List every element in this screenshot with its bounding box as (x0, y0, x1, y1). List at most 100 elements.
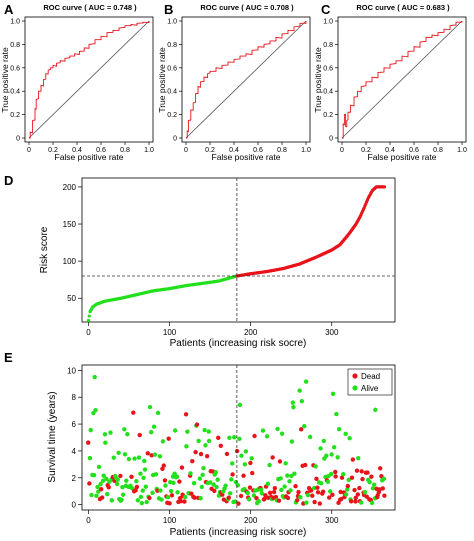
alive-point (259, 491, 265, 496)
risk-point (87, 314, 91, 318)
alive-point (102, 432, 108, 437)
roc-b-ylabel: True positive rate (157, 47, 167, 113)
alive-point (141, 475, 146, 480)
alive-point (371, 482, 377, 487)
alive-point (321, 438, 327, 444)
legend-alive-label: Alive (361, 384, 379, 393)
x-tick-label: 0.4 (385, 147, 395, 154)
dead-point (350, 457, 356, 462)
alive-point (304, 500, 309, 505)
dead-point (349, 499, 354, 504)
dead-point (149, 453, 154, 458)
dead-point (303, 462, 308, 468)
panel-e: E 0 100 200 300 0 2 4 6 8 10 Patients (increasing… (4, 350, 396, 538)
alive-point (125, 432, 130, 437)
dead-point (178, 498, 184, 504)
x-tick-label: 300 (325, 328, 339, 337)
alive-point (325, 479, 331, 485)
alive-point (174, 474, 180, 479)
alive-point (330, 391, 336, 397)
alive-point (298, 495, 303, 500)
alive-point (305, 492, 311, 498)
alive-point (329, 471, 334, 477)
x-tick-label: 0.8 (433, 147, 443, 154)
alive-point (184, 444, 189, 449)
alive-point (122, 427, 127, 432)
dead-point (333, 469, 338, 475)
alive-point (367, 479, 372, 485)
y-tick-label: 4 (72, 447, 77, 456)
alive-point (239, 453, 244, 458)
alive-point (229, 477, 234, 482)
alive-point (259, 487, 264, 492)
survival-legend: Dead Alive (347, 368, 393, 396)
alive-point (370, 486, 376, 491)
alive-point (134, 478, 139, 484)
dead-point (314, 476, 319, 482)
diagonal-reference-line (185, 20, 307, 139)
x-tick-label: 1.0 (457, 147, 467, 154)
alive-point (279, 487, 284, 493)
alive-point (297, 388, 302, 393)
y-tick-label: 0.6 (10, 65, 20, 72)
alive-point (139, 500, 145, 506)
x-tick-label: 0 (86, 516, 91, 525)
alive-point (165, 494, 171, 500)
y-tick-label: 0.2 (167, 112, 177, 119)
dead-point (182, 499, 187, 504)
alive-point (307, 434, 313, 440)
alive-point (111, 455, 116, 460)
alive-point (147, 404, 153, 410)
alive-point (291, 404, 296, 410)
alive-point (265, 481, 271, 487)
alive-point (153, 472, 159, 477)
alive-point (356, 455, 361, 461)
x-tick-label: 0.6 (253, 147, 263, 154)
alive-point (283, 461, 288, 466)
alive-point (168, 480, 173, 485)
dead-point (248, 460, 253, 466)
y-tick-label: 150 (63, 220, 77, 229)
dead-point (167, 501, 172, 506)
legend-dead-marker (352, 373, 358, 379)
alive-point (199, 484, 205, 490)
x-tick-label: 0.4 (72, 147, 82, 154)
dead-point (355, 492, 361, 497)
risk-score-frame (81, 177, 396, 323)
alive-point (89, 492, 94, 498)
alive-point (138, 494, 144, 500)
dead-point (252, 433, 257, 439)
survival-xlabel: Patients (increasing risk socre) (170, 527, 307, 538)
y-tick-label: 0.4 (323, 89, 333, 96)
x-tick-label: 0 (27, 147, 31, 154)
alive-point (114, 481, 120, 487)
dead-point (294, 498, 300, 503)
alive-point (227, 435, 232, 441)
risk-point (86, 318, 91, 323)
dead-point (357, 485, 362, 491)
risk-point (382, 185, 387, 189)
alive-point (313, 464, 318, 469)
alive-point (264, 434, 270, 439)
dead-point (277, 459, 283, 464)
panel-letter-a: A (4, 2, 14, 17)
y-tick-label: 0.2 (10, 112, 20, 119)
alive-point (183, 494, 188, 500)
x-tick-label: 0.6 (96, 147, 106, 154)
dead-point (161, 463, 166, 468)
alive-point (142, 467, 148, 472)
alive-point (91, 472, 97, 478)
dead-point (166, 436, 171, 441)
alive-point (87, 455, 93, 461)
y-tick-label: 100 (63, 257, 77, 266)
alive-point (216, 493, 222, 498)
dead-point (137, 432, 142, 438)
alive-point (249, 456, 254, 461)
x-tick-label: 100 (163, 328, 177, 337)
alive-point (373, 407, 378, 413)
dead-point (380, 486, 385, 491)
y-tick-label: 2 (72, 474, 77, 483)
x-tick-label: 0.8 (277, 147, 287, 154)
x-tick-label: 1.0 (301, 147, 311, 154)
alive-point (231, 435, 237, 440)
